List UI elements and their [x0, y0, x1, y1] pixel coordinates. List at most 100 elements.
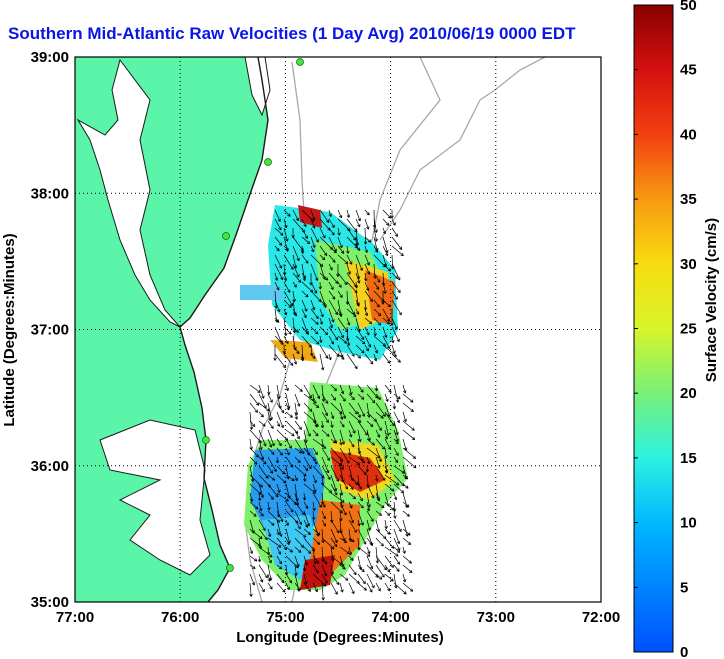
velocity-arrow: [303, 384, 312, 399]
velocity-arrow: [310, 236, 316, 248]
velocity-arrow: [354, 281, 359, 289]
velocity-arrow: [392, 501, 397, 512]
y-tick-label: 37:00: [31, 322, 69, 339]
velocity-arrow: [276, 510, 284, 522]
velocity-arrow: [391, 344, 396, 354]
velocity-arrow: [348, 564, 357, 576]
velocity-arrow: [346, 353, 358, 370]
velocity-arrow: [276, 555, 282, 565]
velocity-arrow: [274, 227, 284, 236]
velocity-arrow: [283, 227, 289, 242]
velocity-arrow: [258, 501, 263, 512]
x-tick-label: 73:00: [477, 609, 515, 626]
velocity-arrow: [301, 227, 308, 239]
velocity-arrow: [346, 263, 351, 275]
velocity-arrow: [285, 546, 294, 553]
velocity-arrow: [366, 582, 373, 593]
velocity-arrow: [382, 218, 390, 226]
velocity-arrow: [373, 299, 380, 308]
velocity-arrow: [330, 411, 335, 419]
velocity-arrow: [339, 384, 345, 395]
velocity-arrow: [312, 573, 327, 587]
velocity-arrow: [393, 447, 399, 456]
velocity-arrow: [321, 393, 329, 404]
velocity-arrow: [384, 465, 389, 473]
velocity-arrow: [310, 326, 319, 335]
velocity-arrow: [312, 492, 322, 508]
velocity-arrow: [348, 510, 355, 524]
velocity-arrow: [339, 456, 345, 471]
velocity-arrow: [375, 501, 385, 509]
velocity-arrow: [276, 492, 289, 502]
velocity-arrow: [258, 384, 265, 399]
velocity-arrow: [274, 236, 283, 246]
velocity-arrow: [321, 564, 328, 577]
velocity-arrow: [339, 564, 346, 570]
velocity-arrow: [375, 411, 384, 419]
velocity-arrow: [375, 429, 381, 438]
velocity-arrow: [337, 272, 348, 286]
velocity-arrow: [339, 510, 343, 522]
velocity-arrow: [276, 438, 282, 447]
velocity-arrow: [258, 546, 273, 558]
velocity-arrow: [249, 564, 256, 570]
velocity-arrow: [373, 281, 380, 290]
velocity-arrow: [330, 519, 340, 534]
velocity-arrow: [357, 492, 363, 502]
velocity-arrow: [337, 227, 341, 236]
velocity-arrow: [301, 272, 306, 279]
y-tick-label: 36:00: [31, 458, 69, 475]
velocity-arrow: [391, 290, 398, 300]
velocity-arrow: [330, 528, 338, 543]
station-marker: [202, 436, 210, 444]
velocity-arrow: [393, 519, 402, 532]
velocity-arrow: [328, 326, 339, 341]
velocity-arrow: [276, 546, 282, 555]
station-marker: [296, 58, 304, 66]
velocity-arrow: [285, 465, 290, 480]
velocity-arrow: [339, 447, 350, 464]
velocity-arrow: [321, 402, 329, 417]
velocity-arrow: [384, 429, 389, 440]
velocity-arrow: [258, 582, 265, 593]
velocity-arrow: [355, 272, 361, 284]
velocity-arrow: [375, 393, 381, 401]
velocity-arrow: [339, 582, 344, 593]
velocity-arrow: [274, 245, 280, 252]
velocity-arrow: [321, 411, 329, 423]
velocity-arrow: [258, 438, 263, 451]
velocity-arrow: [294, 429, 300, 440]
velocity-arrow: [283, 317, 288, 337]
velocity-arrow: [328, 245, 337, 254]
velocity-arrow: [393, 393, 401, 400]
velocity-arrow: [348, 420, 356, 434]
velocity-arrow: [258, 429, 267, 447]
velocity-arrow: [328, 308, 335, 323]
velocity-arrow: [375, 420, 382, 431]
velocity-arrow: [382, 245, 389, 257]
map-grid: [75, 57, 601, 602]
velocity-arrow: [402, 510, 410, 517]
velocity-arrow: [364, 218, 370, 230]
velocity-arrow: [330, 582, 338, 595]
velocity-arrow: [267, 537, 282, 548]
velocity-arrow: [337, 254, 349, 265]
velocity-arrow: [321, 456, 330, 474]
velocity-arrow: [375, 537, 384, 547]
velocity-arrow: [276, 519, 283, 537]
velocity-arrow: [348, 384, 353, 396]
velocity-arrow: [348, 537, 355, 543]
velocity-arrow: [275, 456, 280, 464]
velocity-arrow: [384, 483, 395, 492]
x-tick-label: 76:00: [161, 609, 199, 626]
velocity-arrow: [319, 308, 324, 318]
velocity-arrow: [249, 501, 259, 510]
velocity-arrow: [258, 411, 264, 418]
velocity-arrow: [310, 245, 315, 253]
velocity-arrow: [393, 546, 401, 553]
velocity-arrow: [267, 582, 273, 590]
velocity-arrow: [330, 420, 334, 428]
velocity-arrow: [328, 317, 334, 329]
velocity-arrow: [274, 263, 284, 281]
velocity-arrow: [258, 573, 264, 583]
